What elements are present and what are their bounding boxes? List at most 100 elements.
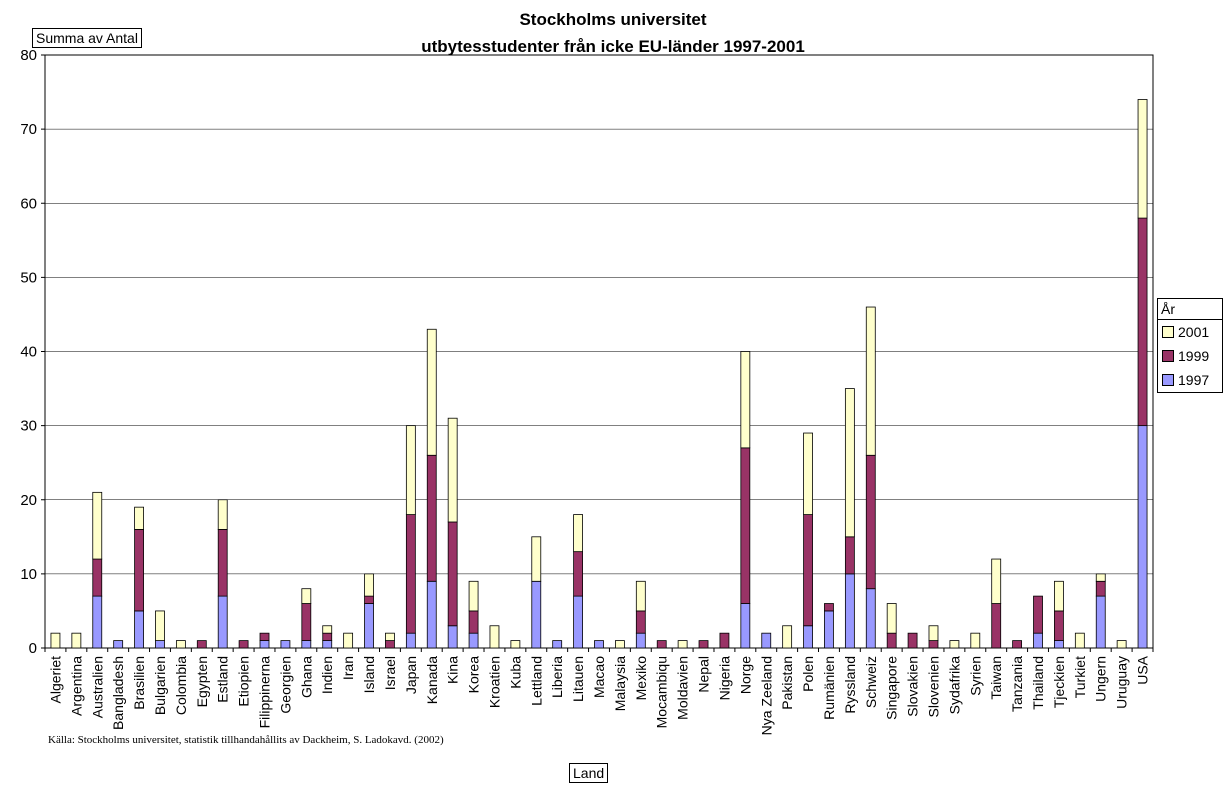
bar-1999: [405, 514, 416, 634]
bar-1997: [447, 625, 458, 649]
bar-1999: [238, 640, 249, 649]
bar-2001: [1095, 573, 1106, 582]
bar-2001: [615, 640, 625, 649]
bar-1999: [1137, 217, 1148, 427]
bar-2001: [635, 580, 646, 612]
bar-1999: [1033, 595, 1043, 634]
x-tick-label: Japan: [403, 656, 419, 694]
x-tick-label: Sydafrika: [946, 656, 962, 715]
x-tick-label: Kuba: [507, 656, 523, 689]
x-tick-label: Island: [361, 656, 377, 693]
bar-2001: [50, 632, 61, 649]
x-tick-label: Filippinerna: [257, 656, 273, 729]
bar-2001: [1116, 640, 1127, 649]
legend-item-1999: 1999: [1158, 344, 1222, 368]
bar-1999: [468, 610, 479, 634]
y-tick-label: 10: [20, 566, 37, 583]
x-tick-label: Egypten: [194, 656, 210, 707]
x-tick-label: Norge: [737, 656, 753, 694]
bar-1999: [698, 640, 709, 649]
bar-2001: [364, 573, 374, 597]
bar-2001: [740, 351, 751, 449]
y-tick-label: 60: [20, 195, 37, 212]
x-tick-label: Bulgarien: [152, 656, 168, 715]
bar-1999: [824, 603, 834, 612]
bar-1999: [719, 632, 730, 649]
bar-2001: [844, 388, 855, 538]
x-tick-label: Tanzania: [1009, 656, 1025, 712]
bar-2001: [155, 610, 165, 641]
y-axis-label: Summa av Antal: [32, 28, 142, 48]
bar-1999: [844, 536, 855, 575]
bar-2001: [970, 632, 981, 649]
bar-2001: [1137, 99, 1148, 219]
bar-1999: [1012, 640, 1023, 649]
x-tick-label: Nigeria: [716, 656, 732, 701]
bar-1997: [405, 632, 416, 649]
x-tick-label: Brasilien: [131, 656, 147, 710]
x-tick-label: Georgien: [277, 656, 293, 714]
bar-2001: [447, 417, 458, 523]
axes: [41, 54, 1154, 652]
legend-item-1997: 1997: [1158, 368, 1222, 392]
x-tick-label: Tjeckien: [1051, 656, 1067, 708]
bar-1997: [426, 580, 437, 649]
bar-1999: [865, 454, 876, 590]
x-tick-label: Slovakien: [905, 656, 921, 717]
bar-2001: [322, 625, 333, 634]
bar-2001: [343, 632, 354, 649]
x-tick-label: Ghana: [298, 656, 314, 698]
x-tick-label: Kanada: [424, 656, 440, 704]
bar-2001: [531, 536, 542, 582]
x-tick-label: Rumänien: [821, 656, 837, 720]
x-tick-label: Nepal: [696, 656, 712, 693]
x-tick-label: Colombia: [173, 656, 189, 715]
bar-1997: [92, 595, 103, 649]
bar-2001: [949, 640, 960, 649]
chart-title: Stockholms universitet: [519, 10, 706, 29]
bar-1997: [1054, 640, 1064, 649]
x-tick-label: Ungern: [1093, 656, 1109, 702]
bar-1997: [761, 632, 772, 649]
bar-1997: [573, 595, 583, 649]
bar-1997: [552, 640, 563, 649]
bar-1997: [113, 640, 124, 649]
bar-1999: [259, 632, 270, 641]
x-axis-label: Land: [569, 763, 609, 783]
bar-1999: [886, 632, 897, 649]
bar-1999: [991, 603, 1002, 649]
bar-2001: [405, 425, 416, 515]
x-tick-label: Israel: [382, 656, 398, 690]
x-tick-label: Litauen: [570, 656, 586, 702]
bars: [50, 99, 1148, 649]
bar-2001: [1054, 580, 1064, 612]
x-tick-label: Moldavien: [675, 656, 691, 720]
legend-swatch-1999: [1162, 350, 1174, 362]
bar-1999: [134, 529, 144, 612]
x-tick-label: Syrien: [967, 656, 983, 696]
bar-1999: [635, 610, 646, 634]
bar-1997: [217, 595, 228, 649]
y-tick-label: 50: [20, 269, 37, 286]
bar-1997: [740, 603, 751, 649]
bar-1999: [364, 595, 374, 604]
x-tick-label: Malaysia: [612, 656, 628, 711]
bar-1999: [1054, 610, 1064, 641]
bar-2001: [865, 306, 876, 456]
x-tick-label: Bangladesh: [110, 656, 126, 730]
bar-1999: [1095, 580, 1106, 597]
x-tick-label: Liberia: [549, 656, 565, 698]
x-tick-label: Polen: [800, 656, 816, 692]
bar-2001: [510, 640, 521, 649]
source-note: Källa: Stockholms universitet, statistik…: [48, 734, 444, 746]
bar-2001: [175, 640, 186, 649]
x-tick-label: Ryssland: [842, 656, 858, 714]
y-tick-label: 20: [20, 492, 37, 509]
bar-2001: [886, 603, 897, 634]
bar-1997: [468, 632, 479, 649]
bar-1997: [259, 640, 270, 649]
bar-2001: [71, 632, 82, 649]
bar-1997: [1095, 595, 1106, 649]
x-tick-label: Indien: [319, 656, 335, 694]
